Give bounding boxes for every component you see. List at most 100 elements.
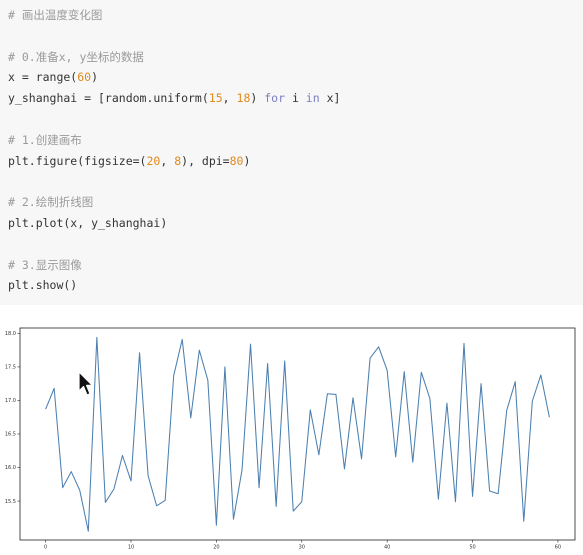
data-point (506, 410, 507, 411)
data-point (540, 375, 541, 376)
code-token: i (285, 91, 306, 106)
code-token: ) (250, 91, 265, 106)
code-token: ) (243, 153, 251, 168)
series-line (45, 336, 550, 532)
data-point (165, 500, 166, 501)
code-cell[interactable]: # 画出温度变化图 # 0.准备x, y坐标的数据 x = range(60) y_s… (0, 0, 583, 305)
code-comment-line: # 0.准备x, y坐标的数据 (8, 49, 144, 64)
data-point (131, 481, 132, 482)
y-tick-label: 16.0 (5, 465, 16, 471)
data-point (310, 409, 311, 410)
data-point (122, 455, 123, 456)
code-line: y_shanghai = [random.uniform(15, 18) for… (8, 89, 340, 107)
data-point (387, 370, 388, 371)
x-tick-label: 10 (128, 545, 134, 551)
code-token: ) (91, 70, 99, 85)
code-number: 80 (229, 153, 244, 168)
code-line: x = range(60) (8, 68, 98, 86)
data-point (353, 397, 354, 398)
data-point (225, 367, 226, 368)
y-tick-label: 17.0 (5, 398, 16, 404)
code-number: 18 (236, 91, 251, 106)
data-point (207, 380, 208, 381)
code-line: plt.show() (8, 276, 77, 294)
data-point (45, 409, 46, 410)
data-point (139, 352, 140, 353)
x-tick-label: 30 (299, 545, 305, 551)
data-point (259, 487, 260, 488)
data-point (515, 381, 516, 382)
code-line: plt.plot(x, y_shanghai) (8, 214, 167, 232)
code-token: , (160, 153, 175, 168)
code-token: plt.show() (8, 278, 78, 293)
y-tick-label: 15.5 (5, 499, 16, 505)
data-point (532, 401, 533, 402)
data-point (361, 458, 362, 459)
data-point (412, 462, 413, 463)
data-point (327, 393, 328, 394)
data-point (216, 525, 217, 526)
y-tick-label: 17.5 (5, 365, 16, 371)
data-point (199, 350, 200, 351)
code-keyword: for (264, 91, 286, 106)
data-point (276, 506, 277, 507)
data-point (472, 496, 473, 497)
data-point (293, 511, 294, 512)
code-token: y_shanghai = [random.uniform( (8, 91, 209, 106)
data-point (489, 491, 490, 492)
line-chart: 0 10 20 30 40 50 60 15.5 16.0 16.5 17.0 17.5 18.0 (5, 327, 576, 551)
data-point (395, 456, 396, 457)
code-comment-line: # 画出温度变化图 (8, 8, 103, 22)
data-point (114, 489, 115, 490)
data-point (336, 394, 337, 395)
data-point (301, 501, 302, 502)
data-point (156, 505, 157, 506)
code-number: 8 (174, 153, 182, 168)
x-tick-label: 60 (555, 545, 561, 551)
code-keyword: in (305, 91, 320, 106)
plot-frame (19, 327, 576, 541)
data-point (242, 470, 243, 471)
code-comment-line: # 3.显示图像 (8, 257, 82, 272)
data-point (284, 360, 285, 361)
code-comment-line: # 1.创建画布 (8, 132, 82, 147)
data-point (105, 502, 106, 503)
data-point (344, 468, 345, 469)
mouse-pointer-icon (78, 371, 94, 396)
code-token: ), dpi= (181, 153, 230, 168)
x-tick-label: 40 (384, 545, 390, 551)
data-point (233, 519, 234, 520)
x-tick-label: 20 (213, 545, 219, 551)
data-point (148, 475, 149, 476)
code-token: x = range( (8, 70, 78, 85)
data-point (549, 417, 550, 418)
y-tick-label: 18.0 (5, 331, 16, 337)
data-point (318, 454, 319, 455)
data-point (62, 487, 63, 488)
code-comment-line: # 2.绘制折线图 (8, 195, 94, 210)
data-point (96, 337, 97, 338)
data-point (498, 493, 499, 494)
data-point (481, 383, 482, 384)
data-point (421, 372, 422, 373)
code-number: 20 (146, 153, 161, 168)
data-point (88, 531, 89, 532)
data-point (447, 403, 448, 404)
y-tick-label: 16.5 (5, 432, 16, 438)
data-point (370, 358, 371, 359)
data-point (190, 417, 191, 418)
data-point (79, 490, 80, 491)
code-token: x] (319, 91, 341, 106)
data-point (464, 343, 465, 344)
data-point (54, 388, 55, 389)
code-number: 60 (77, 70, 92, 85)
data-point (438, 499, 439, 500)
code-line: plt.figure(figsize=(20, 8), dpi=80) (8, 152, 250, 170)
data-point (429, 398, 430, 399)
data-point (378, 346, 379, 347)
code-number: 15 (208, 91, 223, 106)
data-point (267, 363, 268, 364)
data-point (404, 371, 405, 372)
plot-output: 0 10 20 30 40 50 60 15.5 16.0 16.5 17.0 17.5 18.0 (0, 318, 583, 555)
